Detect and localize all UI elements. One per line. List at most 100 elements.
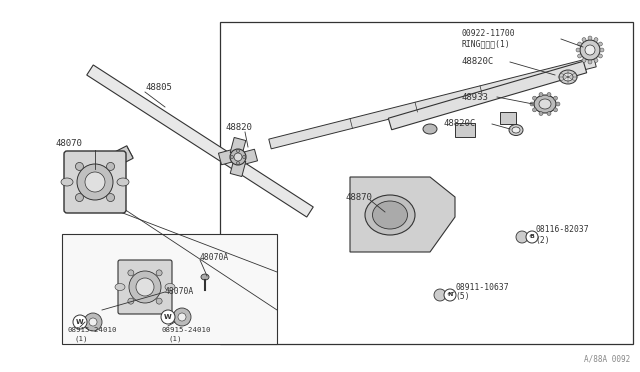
Text: 48820: 48820	[225, 122, 252, 131]
Circle shape	[76, 193, 83, 202]
Polygon shape	[87, 65, 313, 217]
Circle shape	[578, 54, 582, 58]
Circle shape	[77, 164, 113, 200]
Circle shape	[89, 318, 97, 326]
Circle shape	[588, 60, 592, 64]
Circle shape	[532, 108, 536, 112]
Circle shape	[434, 289, 446, 301]
Circle shape	[230, 149, 246, 165]
Polygon shape	[230, 138, 246, 155]
Text: 08911-10637: 08911-10637	[455, 282, 509, 292]
Ellipse shape	[201, 274, 209, 280]
Circle shape	[594, 58, 598, 62]
Circle shape	[156, 298, 162, 304]
Circle shape	[547, 112, 551, 116]
Text: 48070A: 48070A	[165, 288, 195, 296]
Text: 48820C: 48820C	[462, 58, 494, 67]
Text: RINGリング(1): RINGリング(1)	[462, 39, 511, 48]
Polygon shape	[239, 149, 257, 165]
FancyBboxPatch shape	[118, 260, 172, 314]
Circle shape	[576, 48, 580, 52]
Text: 08116-82037: 08116-82037	[535, 225, 589, 234]
Circle shape	[556, 102, 560, 106]
FancyBboxPatch shape	[64, 151, 126, 213]
Circle shape	[73, 315, 87, 329]
Circle shape	[243, 155, 246, 158]
Circle shape	[588, 36, 592, 40]
Circle shape	[84, 313, 102, 331]
Text: W: W	[76, 319, 84, 325]
Text: (1): (1)	[168, 336, 182, 342]
Circle shape	[230, 155, 234, 158]
Text: (1): (1)	[75, 336, 88, 342]
FancyBboxPatch shape	[500, 112, 516, 124]
Polygon shape	[388, 61, 587, 130]
Circle shape	[106, 163, 115, 170]
Ellipse shape	[61, 178, 73, 186]
Text: 48070: 48070	[55, 140, 82, 148]
Ellipse shape	[539, 99, 551, 109]
FancyBboxPatch shape	[455, 123, 475, 137]
Circle shape	[547, 93, 551, 96]
Polygon shape	[230, 158, 246, 177]
Circle shape	[554, 96, 557, 100]
Circle shape	[539, 112, 543, 116]
Circle shape	[237, 161, 239, 164]
Circle shape	[444, 289, 456, 301]
Ellipse shape	[509, 125, 523, 135]
Circle shape	[129, 271, 161, 303]
Circle shape	[161, 310, 175, 324]
Circle shape	[580, 40, 600, 60]
Circle shape	[598, 42, 602, 46]
Circle shape	[554, 108, 557, 112]
Polygon shape	[72, 146, 133, 186]
Text: (5): (5)	[455, 292, 470, 301]
Circle shape	[532, 96, 536, 100]
FancyBboxPatch shape	[62, 234, 277, 344]
Text: 08915-24010: 08915-24010	[67, 327, 116, 333]
Circle shape	[178, 313, 186, 321]
Ellipse shape	[165, 283, 175, 291]
Circle shape	[585, 45, 595, 55]
Circle shape	[600, 48, 604, 52]
Ellipse shape	[365, 195, 415, 235]
Polygon shape	[350, 177, 455, 252]
Text: 48820C: 48820C	[444, 119, 476, 128]
Text: 48805: 48805	[145, 83, 172, 92]
Circle shape	[136, 278, 154, 296]
Polygon shape	[269, 57, 596, 149]
Ellipse shape	[534, 95, 556, 113]
Circle shape	[582, 58, 586, 62]
Circle shape	[578, 42, 582, 46]
Circle shape	[156, 270, 162, 276]
Circle shape	[173, 308, 191, 326]
Text: 48933: 48933	[462, 93, 489, 102]
Ellipse shape	[563, 73, 573, 81]
Ellipse shape	[117, 178, 129, 186]
Text: N: N	[447, 292, 452, 298]
Circle shape	[85, 172, 105, 192]
Ellipse shape	[372, 201, 408, 229]
Ellipse shape	[559, 70, 577, 84]
Text: 00922-11700: 00922-11700	[462, 29, 516, 38]
Text: 08915-24010: 08915-24010	[162, 327, 211, 333]
Circle shape	[516, 231, 528, 243]
Circle shape	[76, 163, 83, 170]
Text: 48070A: 48070A	[200, 253, 229, 262]
Text: (2): (2)	[535, 235, 550, 244]
Circle shape	[106, 193, 115, 202]
Circle shape	[530, 102, 534, 106]
Circle shape	[128, 270, 134, 276]
Circle shape	[237, 150, 239, 153]
Text: A/88A 0092: A/88A 0092	[584, 355, 630, 364]
Text: B: B	[529, 234, 534, 240]
Circle shape	[598, 54, 602, 58]
Polygon shape	[218, 149, 237, 165]
Text: W: W	[164, 314, 172, 320]
Circle shape	[539, 93, 543, 96]
Circle shape	[594, 38, 598, 42]
Circle shape	[526, 231, 538, 243]
Ellipse shape	[115, 283, 125, 291]
Circle shape	[128, 298, 134, 304]
Ellipse shape	[423, 124, 437, 134]
